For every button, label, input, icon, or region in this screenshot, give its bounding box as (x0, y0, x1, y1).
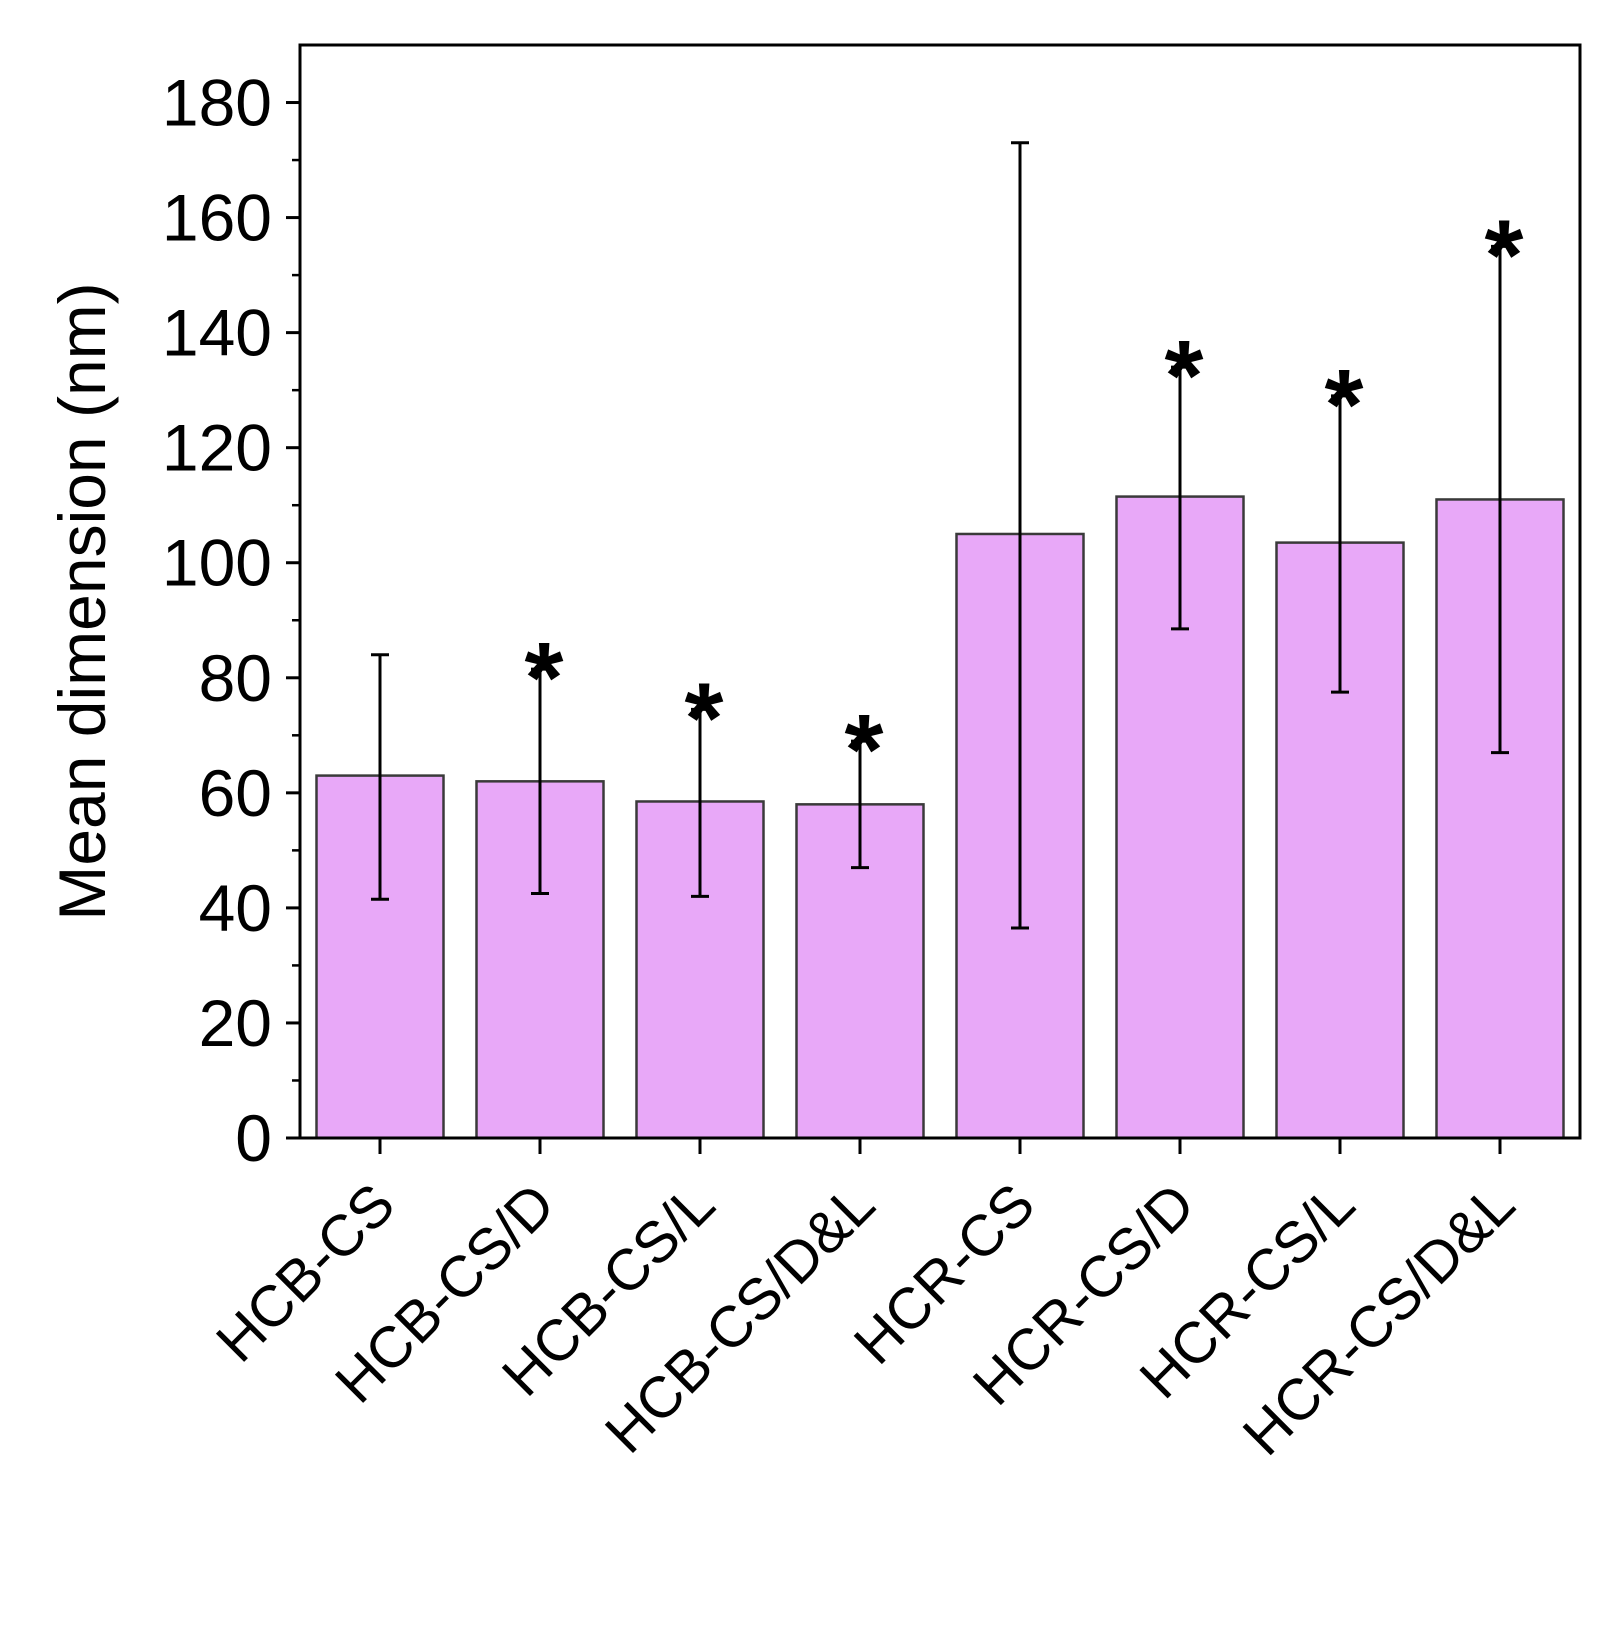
y-tick-label: 60 (199, 756, 272, 830)
error-bar (1171, 365, 1189, 631)
error-bar (1491, 244, 1509, 755)
error-bar (1331, 394, 1349, 694)
x-tick-label: HCR-CS/D&L (1231, 1171, 1528, 1468)
significance-marker: * (525, 622, 564, 734)
y-tick-label: 140 (162, 296, 272, 370)
y-tick-label: 100 (162, 526, 272, 600)
y-axis: 0 20 40 60 80 100 120 140 160 180 (162, 66, 300, 1175)
significance-marker: * (1165, 320, 1204, 432)
error-bar (531, 667, 549, 896)
y-tick-label: 80 (199, 641, 272, 715)
error-bar (1011, 141, 1029, 930)
error-bar (851, 739, 869, 870)
significance-layer: * * * * * * (525, 199, 1524, 806)
significance-marker: * (685, 662, 724, 774)
bars-layer (315, 495, 1565, 1140)
error-bar (371, 653, 389, 901)
y-tick-label: 180 (162, 66, 272, 140)
significance-marker: * (845, 694, 884, 806)
y-tick-label: 160 (162, 181, 272, 255)
y-tick-label: 0 (235, 1101, 272, 1175)
errorbars-layer (371, 141, 1509, 930)
y-tick-label: 40 (199, 871, 272, 945)
significance-marker: * (1485, 199, 1524, 311)
y-axis-title: Mean dimension (nm) (45, 282, 119, 920)
y-tick-label: 20 (199, 986, 272, 1060)
plot-frame (298, 43, 1582, 1140)
significance-marker: * (1325, 349, 1364, 461)
error-bar (691, 707, 709, 898)
y-tick-label: 120 (162, 411, 272, 485)
x-axis: HCB-CSHCB-CS/DHCB-CS/LHCB-CS/D&LHCR-CSHC… (204, 1138, 1527, 1468)
